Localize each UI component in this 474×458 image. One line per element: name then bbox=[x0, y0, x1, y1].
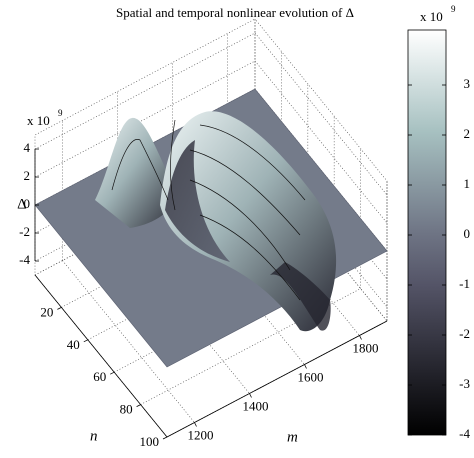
scale-label: x 10 bbox=[420, 9, 443, 24]
y-tick-label: 100 bbox=[140, 434, 160, 449]
grid-line bbox=[227, 173, 360, 336]
y-tick bbox=[57, 307, 62, 310]
x-tick bbox=[304, 364, 307, 369]
contour-lines bbox=[111, 119, 306, 301]
y-axis bbox=[34, 274, 168, 438]
x-tick-label: 1400 bbox=[243, 398, 269, 413]
chart-title: Spatial and temporal nonlinear evolution… bbox=[116, 5, 354, 20]
y-tick-label: 20 bbox=[40, 304, 53, 319]
surface-trough bbox=[270, 262, 331, 331]
colorbar-tick-label: -4 bbox=[459, 426, 470, 441]
x-tick bbox=[249, 393, 252, 398]
y-tick bbox=[110, 371, 115, 375]
grid-line bbox=[254, 32, 388, 196]
colorbar-tick-label: -2 bbox=[459, 326, 470, 341]
grid-line bbox=[117, 231, 250, 394]
y-tick bbox=[162, 436, 168, 440]
z-axis-label: Δ bbox=[17, 196, 27, 212]
scale-exponent: 9 bbox=[451, 4, 456, 14]
grid-line bbox=[34, 60, 256, 178]
x-tick bbox=[359, 335, 362, 340]
y-tick bbox=[83, 339, 88, 343]
grid-line bbox=[62, 260, 195, 423]
scale-label: x 10 bbox=[27, 113, 50, 128]
x-tick bbox=[194, 422, 197, 427]
z-tick-label: 0 bbox=[24, 196, 31, 211]
x-tick-label: 1600 bbox=[298, 369, 324, 384]
colorbar-tick-label: 2 bbox=[464, 126, 471, 141]
grid-line bbox=[34, 32, 256, 150]
colorbar-tick-label: 1 bbox=[464, 176, 471, 191]
scale-exponent: 9 bbox=[58, 108, 63, 118]
y-tick-label: 60 bbox=[93, 369, 106, 384]
z-tick-label: 2 bbox=[24, 168, 31, 183]
y-axis-label: n bbox=[90, 428, 98, 444]
colorbar-tick-label: 3 bbox=[464, 76, 471, 91]
z-tick-label: -4 bbox=[19, 252, 30, 267]
grid-line bbox=[254, 60, 388, 224]
z-tick-label: 4 bbox=[24, 140, 31, 155]
axes-wall bbox=[254, 18, 388, 322]
grid-line bbox=[172, 202, 305, 365]
colorbar-tick-label: -3 bbox=[459, 376, 470, 391]
y-tick bbox=[136, 404, 141, 407]
x-axis bbox=[166, 320, 388, 438]
z-tick-label: -2 bbox=[19, 224, 30, 239]
x-axis-label: m bbox=[287, 429, 298, 445]
surface-features bbox=[95, 111, 337, 332]
x-tick-label: 1200 bbox=[188, 427, 214, 442]
colorbar-tick-label: -1 bbox=[459, 276, 470, 291]
colorbar bbox=[407, 29, 447, 436]
surface-peak bbox=[95, 117, 178, 228]
x-tick-label: 1800 bbox=[353, 340, 379, 355]
grid-line bbox=[254, 144, 388, 308]
y-tick-label: 80 bbox=[120, 402, 133, 417]
colorbar-tick-label: 0 bbox=[464, 226, 471, 241]
y-tick-label: 40 bbox=[67, 337, 80, 352]
surface-trough bbox=[165, 140, 230, 262]
